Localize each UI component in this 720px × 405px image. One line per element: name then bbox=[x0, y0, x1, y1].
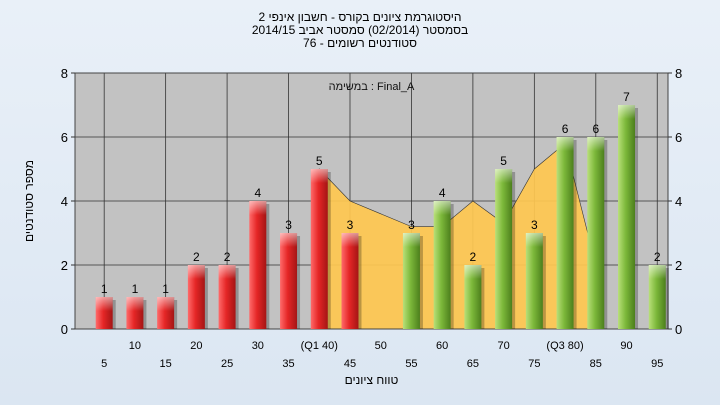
x-tick-label: 50 bbox=[375, 340, 387, 352]
y-tick-label-right: 8 bbox=[675, 66, 682, 81]
bar-data-label: 1 bbox=[101, 282, 108, 296]
x-tick-label: 55 bbox=[405, 358, 417, 370]
bar-data-label: 7 bbox=[623, 90, 630, 104]
bar-data-label: 1 bbox=[162, 282, 169, 296]
y-tick-label-right: 2 bbox=[675, 258, 682, 273]
y-tick-label-left: 4 bbox=[61, 194, 68, 209]
x-tick-label: 95 bbox=[651, 358, 663, 370]
bar-data-label: 4 bbox=[439, 186, 446, 200]
bar-highlight bbox=[218, 265, 236, 279]
bar-highlight bbox=[126, 297, 144, 311]
y-tick-label-left: 0 bbox=[61, 322, 68, 337]
bar bbox=[495, 169, 513, 329]
bar bbox=[556, 137, 574, 329]
bar-data-label: 5 bbox=[500, 154, 507, 168]
bar-highlight bbox=[464, 265, 482, 279]
bar-highlight bbox=[495, 169, 513, 183]
chart-enrolled-count: סטודנטים רשומים - 76 bbox=[303, 36, 417, 50]
bar-data-label: 2 bbox=[654, 250, 661, 264]
x-tick-label: 25 bbox=[221, 358, 233, 370]
bar bbox=[618, 105, 636, 329]
bar-data-label: 5 bbox=[316, 154, 323, 168]
bar-highlight bbox=[525, 233, 543, 247]
y-axis-title: מספר סטודנטים bbox=[22, 160, 36, 242]
bar bbox=[433, 201, 451, 329]
x-tick-label: 15 bbox=[160, 358, 172, 370]
bar-data-label: 6 bbox=[592, 122, 599, 136]
bar-data-label: 2 bbox=[193, 250, 200, 264]
chart-title: היסטוגרמת ציונים בקורס - חשבון אינפי 2 bbox=[258, 10, 462, 24]
x-tick-label: 70 bbox=[497, 340, 509, 352]
bar-highlight bbox=[95, 297, 113, 311]
bar-data-label: 4 bbox=[254, 186, 261, 200]
bar-highlight bbox=[648, 265, 666, 279]
y-tick-label-right: 4 bbox=[675, 194, 682, 209]
y-tick-label-left: 6 bbox=[61, 130, 68, 145]
x-axis-title: טווח ציונים bbox=[345, 373, 399, 387]
x-tick-label: 75 bbox=[528, 358, 540, 370]
bar-data-label: 6 bbox=[562, 122, 569, 136]
bar bbox=[464, 265, 482, 329]
bar-data-label: 3 bbox=[408, 218, 415, 232]
chart-annotation: במשימה : Final_A bbox=[329, 81, 415, 93]
bar-data-label: 3 bbox=[531, 218, 538, 232]
bar bbox=[218, 265, 236, 329]
bar bbox=[587, 137, 605, 329]
bar-highlight bbox=[187, 265, 205, 279]
x-tick-label: 60 bbox=[436, 340, 448, 352]
bar-highlight bbox=[157, 297, 175, 311]
bar-highlight bbox=[556, 137, 574, 151]
x-tick-label: (Q1 40) bbox=[301, 340, 338, 352]
x-tick-label: 30 bbox=[252, 340, 264, 352]
chart-subtitle: בסמסטר (02/2014) סמסטר אביב 2014/15 bbox=[251, 23, 469, 37]
x-tick-label: 45 bbox=[344, 358, 356, 370]
x-tick-label: 65 bbox=[467, 358, 479, 370]
bar-data-label: 2 bbox=[470, 250, 477, 264]
bar bbox=[648, 265, 666, 329]
bar-highlight bbox=[618, 105, 636, 119]
bar-data-label: 3 bbox=[285, 218, 292, 232]
bar-highlight bbox=[587, 137, 605, 151]
bar bbox=[341, 233, 359, 329]
x-tick-label: (Q3 80) bbox=[546, 340, 583, 352]
x-tick-label: 85 bbox=[590, 358, 602, 370]
bar bbox=[525, 233, 543, 329]
x-tick-label: 10 bbox=[129, 340, 141, 352]
bar-highlight bbox=[341, 233, 359, 247]
y-tick-label-left: 8 bbox=[61, 66, 68, 81]
bar bbox=[187, 265, 205, 329]
bar-highlight bbox=[433, 201, 451, 215]
bar bbox=[249, 201, 267, 329]
bar bbox=[402, 233, 420, 329]
bar-highlight bbox=[310, 169, 328, 183]
bar-highlight bbox=[249, 201, 267, 215]
bar-highlight bbox=[280, 233, 298, 247]
x-tick-label: 35 bbox=[282, 358, 294, 370]
bar-data-label: 2 bbox=[224, 250, 231, 264]
bar-highlight bbox=[402, 233, 420, 247]
y-tick-label-right: 6 bbox=[675, 130, 682, 145]
x-tick-label: 90 bbox=[620, 340, 632, 352]
bar bbox=[310, 169, 328, 329]
y-tick-label-left: 2 bbox=[61, 258, 68, 273]
x-tick-label: 5 bbox=[101, 358, 107, 370]
bar-data-label: 1 bbox=[132, 282, 139, 296]
bar bbox=[280, 233, 298, 329]
x-tick-label: 20 bbox=[190, 340, 202, 352]
y-tick-label-right: 0 bbox=[675, 322, 682, 337]
bar-data-label: 3 bbox=[347, 218, 354, 232]
